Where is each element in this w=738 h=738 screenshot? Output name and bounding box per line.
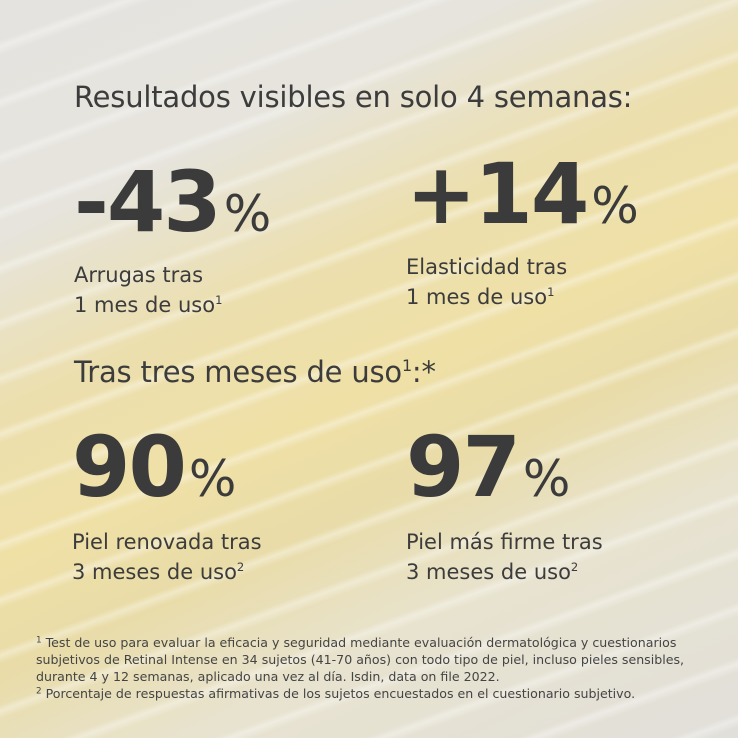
stat-value: 97 xyxy=(406,418,521,516)
footnote-mark: 1 xyxy=(36,635,42,646)
stat-value: 90 xyxy=(72,418,187,516)
stat-label: 1 mes de uso xyxy=(74,293,216,317)
footnote-text: Porcentaje de respuestas afirmativas de … xyxy=(41,686,636,701)
stat-unit: % xyxy=(223,185,272,243)
footnote-2: 2 Porcentaje de respuestas afirmativas d… xyxy=(36,685,726,702)
stat-label: Piel renovada tras xyxy=(72,530,262,554)
stat-label: 3 meses de uso xyxy=(72,560,237,584)
footnote-ref: 2 xyxy=(570,559,579,574)
stat-wrinkles: -43% Arrugas tras 1 mes de uso1 xyxy=(74,160,271,320)
footnote-text: Test de uso para evaluar la eficacia y s… xyxy=(36,635,685,684)
heading-results-4-weeks: Resultados visibles en solo 4 semanas: xyxy=(74,80,633,114)
stat-label: 3 meses de uso xyxy=(406,560,571,584)
footnote-ref: 1 xyxy=(547,284,555,299)
footnotes: 1 Test de uso para evaluar la eficacia y… xyxy=(36,634,726,702)
stat-renewed-skin: 90% Piel renovada tras 3 meses de uso2 xyxy=(72,425,262,587)
stat-elasticity: +14% Elasticidad tras 1 mes de uso1 xyxy=(406,152,639,312)
stat-label: 1 mes de uso xyxy=(406,285,548,309)
footnote-ref: 1 xyxy=(401,355,412,375)
footnote-ref: 1 xyxy=(215,292,223,307)
stat-label: Arrugas tras xyxy=(74,263,204,287)
stat-firmer-skin: 97% Piel más firme tras 3 meses de uso2 xyxy=(406,425,603,587)
stat-unit: % xyxy=(591,177,639,235)
footnote-ref: 2 xyxy=(236,559,245,574)
heading-suffix: :* xyxy=(411,355,436,389)
heading-three-months: Tras tres meses de uso1:* xyxy=(74,355,436,389)
stat-label: Elasticidad tras xyxy=(406,255,568,279)
heading-text: Tras tres meses de uso xyxy=(74,355,402,389)
footnote-mark: 2 xyxy=(36,686,42,697)
footnote-1: 1 Test de uso para evaluar la eficacia y… xyxy=(36,634,726,685)
stat-value: -43 xyxy=(74,153,222,251)
stat-unit: % xyxy=(188,450,237,508)
stat-unit: % xyxy=(522,450,571,508)
stat-value: +14 xyxy=(406,145,589,243)
stat-label: Piel más firme tras xyxy=(406,530,603,554)
